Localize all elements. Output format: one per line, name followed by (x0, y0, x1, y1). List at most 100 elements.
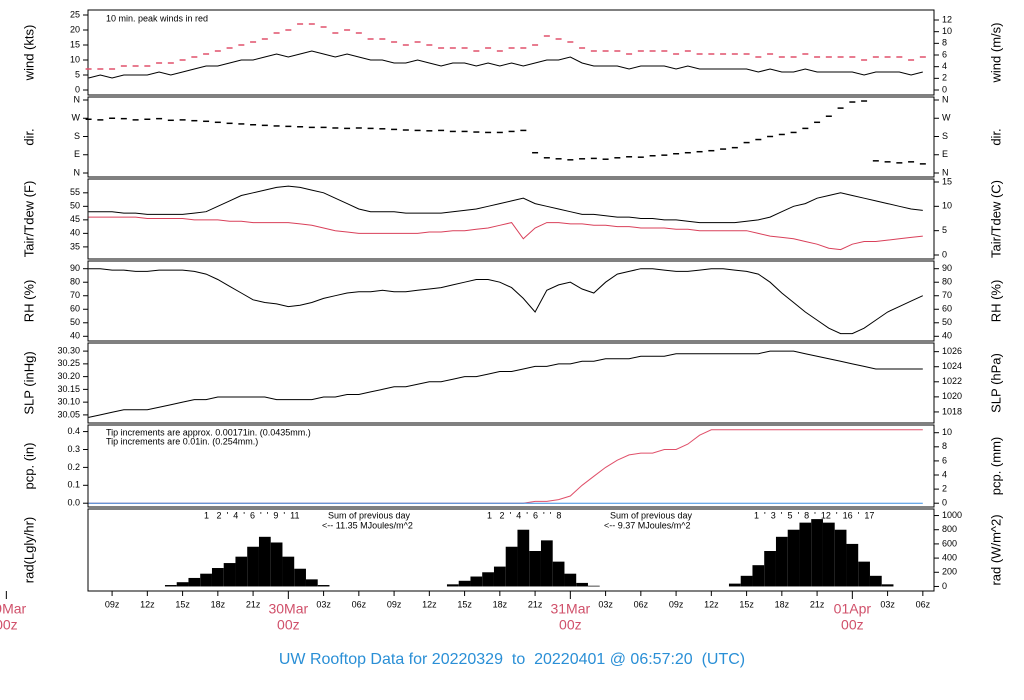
y2-tick-label: 400 (942, 552, 957, 562)
line (88, 350, 923, 418)
y2-axis-label: RH (%) (988, 280, 1003, 323)
panel-frame (87, 96, 935, 178)
bar (258, 536, 271, 587)
y-tick-label: 15 (70, 39, 80, 49)
y2-tick-label: 70 (942, 290, 952, 300)
y2-tick-label: 800 (942, 524, 957, 534)
y2-tick-label: N (942, 94, 949, 104)
y2-tick-label: 1024 (942, 361, 962, 371)
uv-label: 1 ' 3 ' 5 ' 8 ' 12 ' 16 ' 17 (754, 510, 874, 520)
date-tick-label: 29Mar (0, 601, 27, 617)
y-tick-label: 0.1 (67, 480, 80, 490)
bar (564, 573, 577, 587)
y-tick-label: 60 (70, 304, 80, 314)
bar (787, 529, 800, 587)
note: <-- 11.35 MJoules/m^2 (322, 520, 413, 530)
y2-tick-label: 90 (942, 263, 952, 273)
bar (176, 582, 189, 587)
bar (881, 584, 894, 587)
y2-tick-label: 40 (942, 331, 952, 341)
y-tick-label: 50 (70, 201, 80, 211)
line (88, 216, 923, 251)
x-tick-label: 15z (739, 599, 754, 609)
bar (576, 582, 588, 587)
x-tick-label: 15z (175, 599, 190, 609)
y2-tick-label: 80 (942, 277, 952, 287)
x-tick-label: 21z (810, 599, 825, 609)
y2-tick-label: 8 (942, 441, 947, 451)
date-tick-label: 31Mar (550, 601, 590, 617)
y-tick-label: 0.3 (67, 444, 80, 454)
y2-tick-label: 60 (942, 304, 952, 314)
y2-tick-label: 15 (942, 176, 952, 186)
date-tick-label: 30Mar (268, 601, 308, 617)
bar (282, 556, 295, 587)
y-tick-label: 30.15 (57, 384, 80, 394)
bar (211, 568, 224, 587)
bar (493, 566, 506, 587)
date-tick-label: 01Apr (834, 601, 872, 617)
bar (799, 522, 812, 587)
bar (529, 551, 541, 587)
y-tick-label: S (74, 131, 80, 141)
y2-tick-label: S (942, 131, 948, 141)
bar (235, 556, 248, 587)
date-tick-hour: 00z (841, 617, 864, 633)
bar (247, 546, 259, 587)
y-tick-label: 30.05 (57, 409, 80, 419)
bar (834, 529, 847, 587)
y-tick-label: E (74, 149, 80, 159)
note: Sum of previous day (610, 510, 693, 520)
y2-tick-label: 0 (942, 581, 947, 591)
uv-label: 1 2 ' 4 ' 6 ' ' 9 ' 11 (204, 510, 299, 520)
date-tick-hour: 00z (277, 617, 300, 633)
bar (294, 568, 306, 587)
y-tick-label: 30.25 (57, 358, 80, 368)
y2-tick-label: 4 (942, 61, 947, 71)
line (88, 268, 924, 335)
legend-entry: Tip increments are approx. 0.00171in. (0… (106, 427, 311, 437)
x-tick-label: 15z (457, 599, 472, 609)
y2-axis-label: rad (W/m^2) (988, 514, 1003, 585)
bar (446, 584, 459, 587)
y-tick-label: W (72, 113, 81, 123)
y-tick-label: 0.2 (67, 462, 80, 472)
bar (517, 529, 530, 587)
y-tick-label: 25 (70, 9, 80, 19)
y-tick-label: 0.0 (67, 498, 80, 508)
y-tick-label: N (74, 94, 81, 104)
y2-tick-label: 6 (942, 455, 947, 465)
bar (470, 576, 483, 587)
x-tick-label: 21z (246, 599, 261, 609)
y-axis-label: wind (kts) (21, 25, 36, 82)
y-tick-label: 0 (75, 84, 80, 94)
y2-tick-label: 4 (942, 469, 947, 479)
x-tick-label: 12z (704, 599, 719, 609)
y-tick-label: 55 (70, 187, 80, 197)
y-axis-label: pcp. (in) (21, 443, 36, 490)
panel-frame (87, 9, 935, 96)
bar (764, 551, 776, 587)
y-tick-label: 5 (75, 69, 80, 79)
y-axis-label: SLP (inHg) (21, 351, 36, 414)
y2-tick-label: 10 (942, 427, 952, 437)
y2-tick-label: 1018 (942, 406, 962, 416)
bar (587, 585, 600, 587)
y2-tick-label: 50 (942, 317, 952, 327)
y2-tick-label: 1026 (942, 346, 962, 356)
y2-tick-label: E (942, 149, 948, 159)
y2-tick-label: 200 (942, 567, 957, 577)
annotation: 10 min. peak winds in red (106, 13, 208, 23)
x-tick-label: 09z (105, 599, 120, 609)
y-tick-label: 0.4 (67, 426, 80, 436)
y2-tick-label: 5 (942, 225, 947, 235)
bar (200, 573, 212, 587)
line (88, 185, 923, 224)
bar (540, 540, 553, 587)
x-tick-label: 06z (634, 599, 649, 609)
x-tick-label: 18z (211, 599, 226, 609)
note: <-- 9.37 MJoules/m^2 (604, 520, 691, 530)
y2-tick-label: 0 (942, 84, 947, 94)
bar (869, 575, 882, 587)
